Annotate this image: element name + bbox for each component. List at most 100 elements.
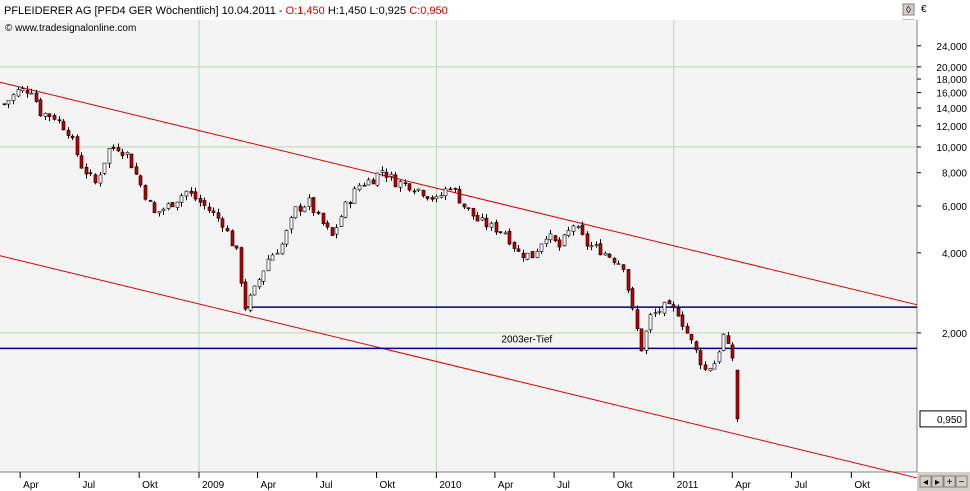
candle-body: [694, 341, 699, 351]
candle-body: [603, 252, 608, 256]
candle-body: [635, 309, 640, 330]
candle-body: [270, 254, 275, 261]
candle-body: [47, 113, 52, 118]
candle-body: [448, 188, 453, 191]
scroll-left-button[interactable]: ◂: [919, 475, 932, 488]
candle-body: [307, 197, 312, 207]
candle-body: [544, 238, 549, 245]
candle-body: [84, 166, 89, 175]
candle-body: [717, 351, 722, 363]
candle-body: [662, 301, 667, 314]
candle-body: [207, 206, 212, 211]
candle-body: [494, 221, 499, 233]
candle-body: [421, 189, 426, 197]
candle-body: [398, 181, 403, 188]
candle-body: [489, 222, 494, 228]
candle-body: [311, 197, 316, 213]
candle-body: [148, 200, 153, 202]
candle-body: [562, 234, 567, 247]
candle-body: [129, 153, 134, 169]
zoom-out-button[interactable]: −: [955, 475, 968, 488]
candle-body: [430, 197, 435, 200]
candle-body: [521, 252, 526, 258]
x-axis: Apr Jul Okt 2009 Apr Jul Okt 2010 Apr Jul Okt 2011 A…: [19, 472, 870, 491]
candle-body: [289, 217, 294, 230]
candle-body: [371, 179, 376, 185]
candle-body: [366, 179, 371, 186]
candle-body: [280, 243, 285, 255]
svg-text:◂: ◂: [923, 477, 928, 488]
candle-body: [257, 279, 262, 288]
candle-body: [585, 233, 590, 247]
candle-body: [6, 100, 11, 105]
y-tick-label: 4,000: [942, 249, 967, 260]
candle-body: [211, 210, 216, 213]
candle-body: [407, 183, 412, 191]
y-tick-label: 6,000: [942, 202, 967, 213]
candle-body: [20, 88, 25, 92]
candle-body: [102, 162, 107, 174]
candle-body: [302, 206, 307, 212]
candle-body: [598, 243, 603, 256]
x-tick-label: 2009: [202, 480, 225, 491]
candle-body: [198, 198, 203, 203]
candle-body: [325, 222, 330, 228]
svg-text:−: −: [959, 477, 965, 488]
restore-button[interactable]: ◊: [902, 3, 915, 16]
candle-body: [626, 269, 631, 291]
candle-body: [220, 218, 225, 228]
candle-body: [330, 227, 335, 236]
candle-body: [166, 203, 171, 209]
candle-body: [462, 203, 467, 208]
candle-body: [380, 170, 385, 173]
y-tick-label: 2,000: [942, 329, 967, 340]
candle-body: [639, 328, 644, 352]
zoom-in-button[interactable]: +: [943, 475, 956, 488]
candle-body: [453, 188, 458, 190]
candle-body: [580, 224, 585, 235]
y-tick-label: 24,000: [936, 42, 967, 53]
candle-body: [676, 308, 681, 317]
candle-body: [548, 233, 553, 241]
candle-body: [553, 235, 558, 242]
candle-body: [466, 207, 471, 209]
x-tick-label: Okt: [380, 480, 396, 491]
candle-body: [107, 148, 112, 164]
candle-body: [293, 206, 298, 219]
candle-body: [88, 172, 93, 175]
candle-body: [616, 263, 621, 265]
candle-body: [708, 368, 713, 372]
channel-bottom-line: [0, 255, 918, 479]
candle-body: [530, 251, 535, 259]
candle-body: [685, 325, 690, 334]
candle-body: [475, 215, 480, 222]
candle-body: [43, 112, 48, 117]
candle-body: [471, 207, 476, 217]
candle-body: [184, 190, 189, 197]
candle-body: [566, 230, 571, 236]
candle-body: [535, 251, 540, 258]
candle-body: [357, 184, 362, 191]
candle-body: [152, 202, 157, 213]
candle-body: [243, 281, 248, 310]
candle-body: [230, 230, 235, 247]
x-tick-label: Jul: [320, 480, 333, 491]
y-tick-label: 14,000: [936, 104, 967, 115]
candle-body: [689, 334, 694, 341]
candles: [2, 86, 740, 422]
candle-body: [503, 232, 508, 235]
currency-label: €: [921, 4, 927, 15]
svg-text:◊: ◊: [906, 5, 911, 16]
x-tick-label: Apr: [498, 480, 514, 491]
candle-body: [439, 195, 444, 198]
candle-body: [343, 201, 348, 218]
candle-body: [726, 335, 731, 344]
candle-body: [266, 258, 271, 272]
candle-body: [57, 119, 62, 122]
scroll-right-button[interactable]: ▸: [931, 475, 944, 488]
candle-body: [457, 188, 462, 204]
candle-body: [66, 129, 71, 136]
x-tick-label: 2010: [439, 480, 462, 491]
candle-body: [170, 202, 175, 208]
